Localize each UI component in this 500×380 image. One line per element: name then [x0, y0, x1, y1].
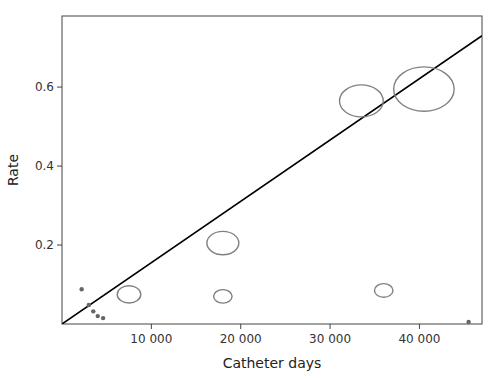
page: {"chart_data": {"type": "scatter", "xlab…	[0, 0, 500, 380]
dot	[87, 303, 91, 307]
y-tick	[57, 87, 62, 88]
y-tick	[57, 245, 62, 246]
bubble	[340, 85, 384, 117]
x-tick-label: 10 000	[130, 332, 172, 346]
chart: 10 000 20 000 30 000 40 000 0.2 0.4 0.6 Cathete…	[0, 0, 500, 380]
x-tick-label: 20 000	[220, 332, 262, 346]
plot-frame	[62, 16, 482, 324]
y-tick-label: 0.6	[35, 80, 54, 94]
x-tick	[151, 324, 152, 329]
ticks: 10 000 20 000 30 000 40 000 0.2 0.4 0.6	[35, 80, 441, 346]
x-tick-label: 30 000	[309, 332, 351, 346]
x-tick-label: 40 000	[398, 332, 440, 346]
dot	[466, 320, 470, 324]
dot	[91, 309, 95, 313]
dot	[101, 316, 105, 320]
bubble	[374, 284, 392, 298]
bubble	[207, 231, 239, 254]
x-tick	[419, 324, 420, 329]
dot	[79, 287, 83, 291]
y-tick	[57, 166, 62, 167]
y-tick-label: 0.2	[35, 238, 54, 252]
bubble	[214, 290, 232, 304]
dot	[96, 314, 100, 318]
bubble	[117, 286, 141, 303]
x-axis-label: Catheter days	[223, 355, 322, 371]
x-tick	[330, 324, 331, 329]
x-tick	[240, 324, 241, 329]
regression-line	[62, 36, 482, 324]
y-tick-label: 0.4	[35, 159, 54, 173]
data-marks	[62, 36, 482, 324]
y-axis-label: Rate	[5, 154, 21, 186]
bubble	[394, 67, 454, 111]
